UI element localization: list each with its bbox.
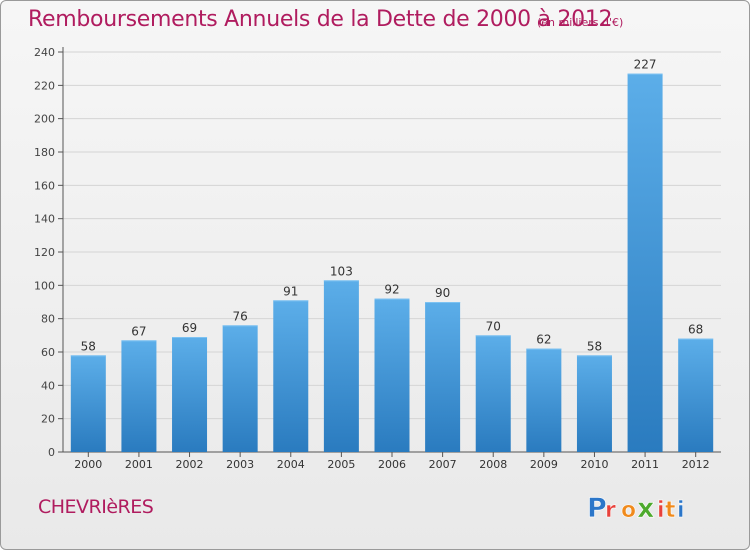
data-label-2002: 69 [182,321,197,335]
x-tick-label-2011: 2011 [631,458,659,471]
y-tick-label: 240 [34,46,55,59]
bar-2004 [273,300,309,452]
x-tick-label-2000: 2000 [74,458,102,471]
bars [70,73,714,453]
y-tick-label: 220 [34,79,55,92]
data-label-2009: 62 [536,333,551,347]
x-tick-label-2007: 2007 [429,458,457,471]
logo-letter: i [657,498,665,523]
x-tick-label-2003: 2003 [226,458,254,471]
bar-2008 [475,335,511,452]
y-tick-label: 200 [34,113,55,126]
x-tick-label-2002: 2002 [176,458,204,471]
y-tick-label: 20 [41,413,55,426]
x-tick-label-2005: 2005 [327,458,355,471]
logo-letter: o [621,498,636,523]
bar-2001 [121,340,157,452]
y-tick-label: 60 [41,346,55,359]
data-label-2006: 92 [384,283,399,297]
y-tick-label: 0 [48,446,55,459]
bar-2007 [425,302,461,452]
x-tick-label-2006: 2006 [378,458,406,471]
data-label-2007: 90 [435,286,450,300]
bar-chart: 0 20 40 60 80 100 120 140 160 180 200 220 240 58 2000 6… [34,46,721,471]
logo-letter: P [587,493,607,524]
y-tick-label: 160 [34,179,55,192]
y-tick-label: 40 [41,379,55,392]
data-label-2005: 103 [330,264,353,278]
chart-unit: (en milliers d'€) [537,16,624,29]
bar-2012 [678,338,714,452]
logo-letter: r [605,498,616,523]
data-label-2003: 76 [233,309,248,323]
y-tick-label: 180 [34,146,55,159]
logo-letter: t [665,498,676,523]
data-label-2011: 227 [634,58,657,72]
bar-2005 [323,280,359,452]
bar-2009 [526,348,562,452]
x-tick-label-2008: 2008 [479,458,507,471]
data-label-2001: 67 [131,324,146,338]
logo-letter: x [637,493,654,524]
commune-name: CHEVRIèRES [38,496,154,518]
proxiti-logo: Pr o x i t i [587,493,685,525]
x-tick-label-2001: 2001 [125,458,153,471]
x-tick-label-2009: 2009 [530,458,558,471]
bar-2003 [222,325,258,452]
chart-title: Remboursements Annuels de la Dette de 20… [28,7,613,32]
data-label-2008: 70 [486,319,501,333]
bar-2010 [576,355,612,452]
bar-2002 [172,337,208,452]
y-tick-label: 100 [34,279,55,292]
labels: 0 20 40 60 80 100 120 140 160 180 200 220 240 58 2000 6… [34,46,710,471]
x-tick-label-2004: 2004 [277,458,305,471]
y-tick-label: 140 [34,213,55,226]
bar-2006 [374,298,410,452]
logo-letter: i [677,498,685,523]
bar-2011 [627,73,663,453]
data-label-2012: 68 [688,323,703,337]
data-label-2000: 58 [81,339,96,353]
bar-2000 [70,355,106,452]
data-label-2004: 91 [283,284,298,298]
x-tick-label-2010: 2010 [580,458,608,471]
y-tick-label: 120 [34,246,55,259]
y-tick-label: 80 [41,313,55,326]
x-tick-label-2012: 2012 [682,458,710,471]
data-label-2010: 58 [587,339,602,353]
